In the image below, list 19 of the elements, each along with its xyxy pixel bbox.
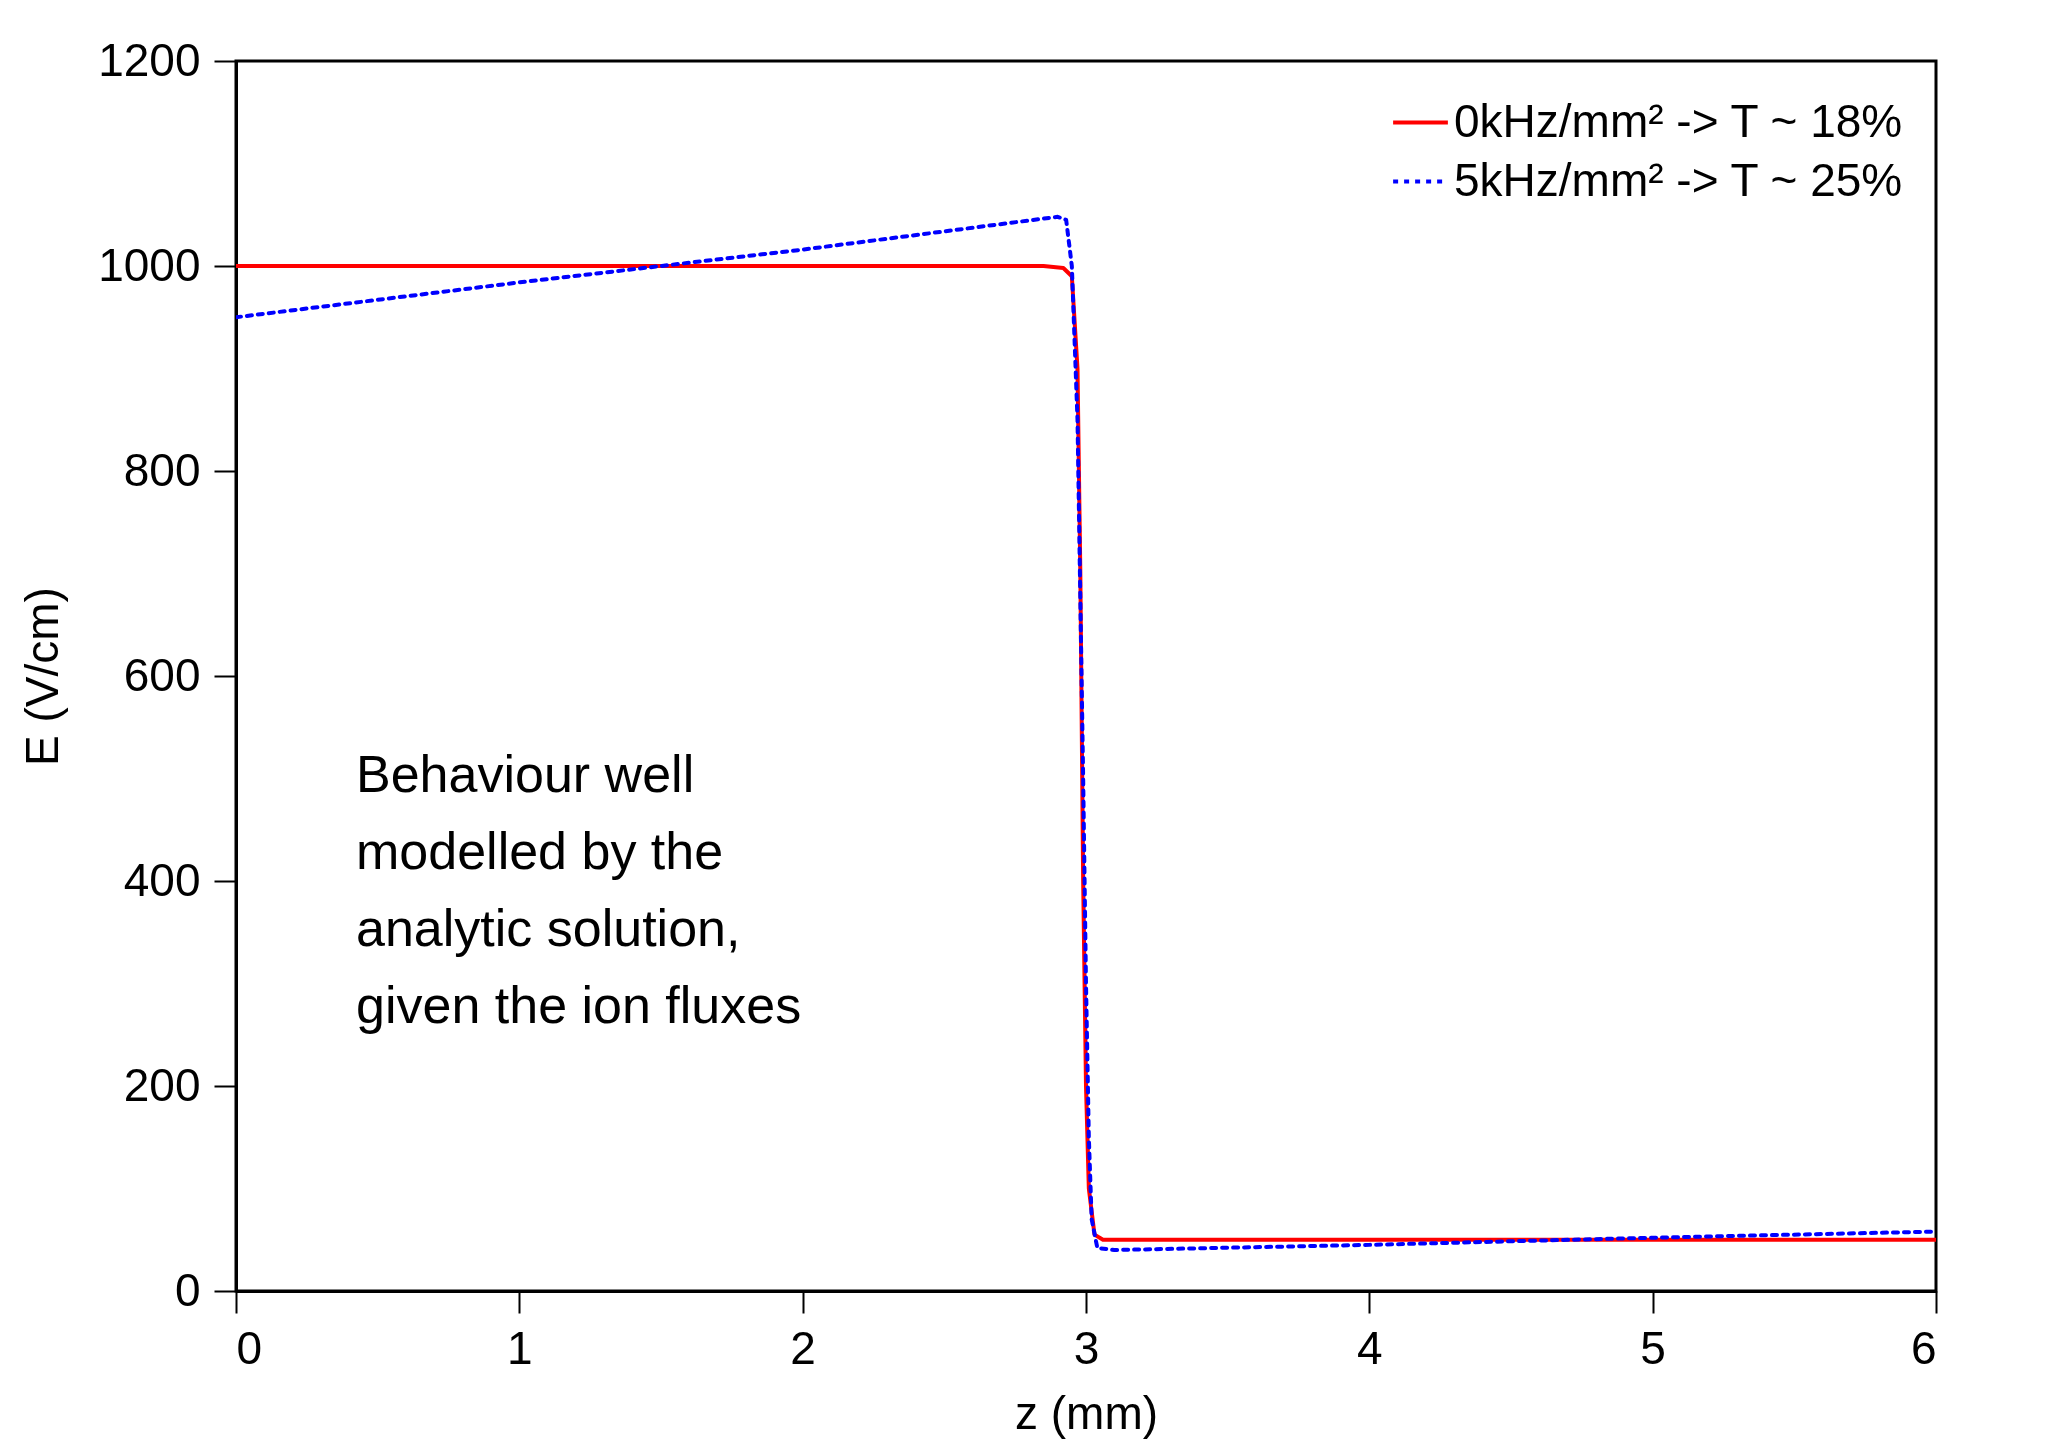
x-tick-label: 4	[1357, 1321, 1383, 1374]
y-tick-label: 600	[123, 648, 201, 701]
y-tick-label: 1000	[98, 238, 201, 291]
y-axis-title: E (V/cm)	[16, 587, 69, 766]
x-tick-label: 5	[1640, 1321, 1666, 1374]
x-tick-label: 6	[1910, 1321, 1937, 1374]
legend-label: 0kHz/mm² -> T ~ 18%	[1454, 94, 1903, 147]
x-tick-label: 3	[1073, 1321, 1100, 1374]
x-tick-label: 1	[507, 1321, 533, 1374]
y-tick-label: 400	[123, 853, 201, 906]
legend-label: 5kHz/mm² -> T ~ 25%	[1454, 153, 1903, 206]
x-axis-title: z (mm)	[1014, 1386, 1159, 1439]
y-tick-label: 0	[174, 1263, 201, 1316]
x-tick-label: 2	[790, 1321, 816, 1374]
y-tick-label: 800	[123, 443, 201, 496]
y-tick-label: 1200	[98, 33, 201, 86]
y-tick-label: 200	[123, 1058, 201, 1111]
annotation: Behaviour well modelled by the analytic solution, given the ion fluxes	[356, 745, 802, 1034]
x-tick-label: 0	[236, 1321, 263, 1374]
